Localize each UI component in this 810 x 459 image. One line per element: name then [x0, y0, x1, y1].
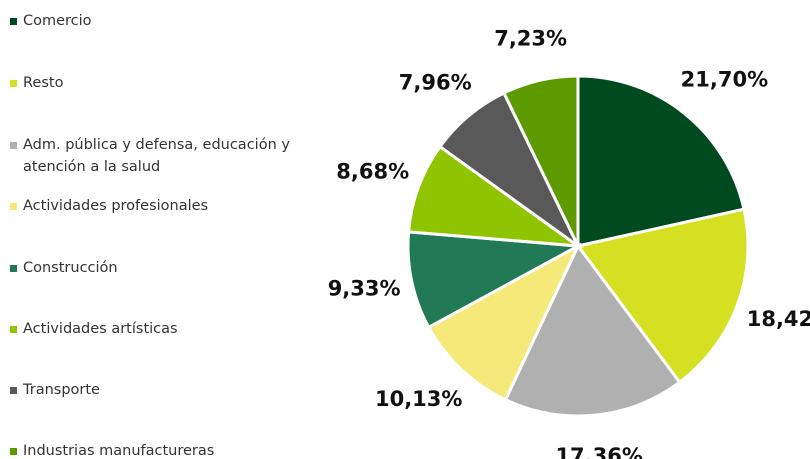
legend-item: Adm. pública y defensa, educación y aten… — [10, 134, 310, 178]
legend-label: Resto — [23, 75, 64, 91]
legend-swatch — [10, 326, 17, 333]
data-label: 9,33% — [328, 277, 401, 301]
legend-swatch — [10, 448, 17, 455]
data-label: 18,42% — [747, 307, 810, 331]
legend-swatch — [10, 18, 17, 25]
data-label: 7,23% — [494, 26, 567, 50]
pie-slice — [501, 74, 580, 247]
legend-label: Construcción — [23, 260, 118, 276]
pie-slice — [575, 207, 750, 385]
legend-item: Comercio — [10, 10, 310, 32]
legend-item: Actividades profesionales — [10, 195, 310, 217]
legend-item: Actividades artísticas — [10, 318, 310, 340]
legend-label: Adm. pública y defensa, educación y aten… — [23, 137, 290, 175]
data-label: 17,36% — [555, 444, 642, 459]
legend-label: Transporte — [23, 382, 100, 398]
legend-item: Construcción — [10, 257, 310, 279]
legend-swatch — [10, 265, 17, 272]
pie-slice — [406, 144, 584, 248]
legend-item: Industrias manufactureras — [10, 440, 310, 459]
pie-slice — [426, 242, 582, 402]
legend-item: Resto — [10, 72, 310, 94]
data-label: 8,68% — [336, 160, 409, 184]
legend-label: Actividades artísticas — [23, 321, 178, 337]
legend-label: Industrias manufactureras — [23, 443, 215, 459]
legend-swatch — [10, 80, 17, 87]
data-label: 21,70% — [681, 68, 768, 92]
data-label: 10,13% — [375, 387, 462, 411]
legend-item: Transporte — [10, 379, 310, 401]
pie-slice — [503, 243, 682, 418]
legend-swatch — [10, 387, 17, 394]
legend-swatch — [10, 142, 17, 149]
data-label: 7,96% — [399, 71, 472, 95]
pie-slice — [576, 74, 746, 248]
legend-swatch — [10, 203, 17, 210]
pie-slice — [406, 230, 584, 330]
legend-label: Actividades profesionales — [23, 198, 209, 214]
legend-label: Comercio — [23, 13, 92, 29]
